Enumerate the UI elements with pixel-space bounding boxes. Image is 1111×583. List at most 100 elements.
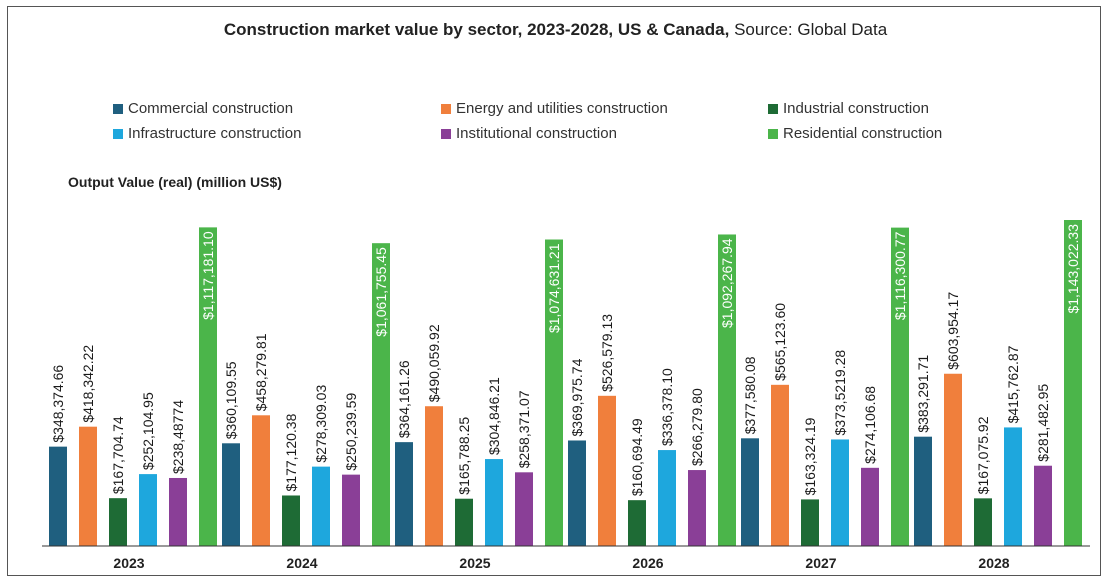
data-label: $364,161.26 xyxy=(396,360,412,438)
legend-item-infrastructure: Infrastructure construction xyxy=(113,125,301,142)
x-tick-label: 2027 xyxy=(805,555,836,571)
bar xyxy=(944,373,962,546)
data-label: $369,975.74 xyxy=(569,358,585,436)
data-label: $1,143,022.33 xyxy=(1065,224,1081,314)
data-label: $167,075.92 xyxy=(975,416,991,494)
data-label: $373,5219.28 xyxy=(832,350,848,436)
x-tick-label: 2025 xyxy=(459,555,490,571)
data-label: $1,074,631.21 xyxy=(546,243,562,333)
data-label: $526,579.13 xyxy=(599,314,615,392)
legend-swatch xyxy=(113,128,123,139)
chart-title-main: Construction market value by sector, 202… xyxy=(223,20,730,39)
data-label: $415,762.87 xyxy=(1005,345,1021,423)
bar xyxy=(568,440,586,546)
bar xyxy=(741,438,759,546)
legend-swatch xyxy=(441,103,451,114)
bar xyxy=(109,498,127,546)
data-label: $603,954.17 xyxy=(945,292,961,370)
data-label: $177,120.38 xyxy=(283,413,299,491)
legend-swatch xyxy=(441,128,451,139)
data-label: $165,788.25 xyxy=(456,417,472,495)
legend-swatch xyxy=(768,103,778,114)
bar xyxy=(974,498,992,546)
data-label: $281,482.95 xyxy=(1035,384,1051,462)
data-label: $258,371.07 xyxy=(516,390,532,468)
bar xyxy=(49,446,67,546)
data-label: $1,116,300.77 xyxy=(892,231,908,320)
x-tick-label: 2024 xyxy=(286,555,317,571)
data-label: $1,061,755.45 xyxy=(373,247,389,337)
bar xyxy=(688,470,706,546)
bar xyxy=(252,415,270,546)
y-axis-label: Output Value (real) (million US$) xyxy=(68,174,282,190)
data-label: $266,279.80 xyxy=(689,388,705,466)
bar xyxy=(861,467,879,546)
bar xyxy=(771,384,789,546)
data-label: $1,117,181.10 xyxy=(200,231,216,320)
data-label: $490,059.92 xyxy=(426,324,442,402)
bar xyxy=(658,450,676,546)
data-label: $1,092,267.94 xyxy=(719,238,735,328)
x-tick-label: 2026 xyxy=(632,555,663,571)
data-label: $360,109.55 xyxy=(223,361,239,439)
data-label: $160,694.49 xyxy=(629,418,645,496)
bar xyxy=(342,474,360,546)
legend-label: Infrastructure construction xyxy=(128,125,302,142)
bar xyxy=(515,472,533,546)
bar xyxy=(222,443,240,546)
bar xyxy=(891,227,909,546)
bar xyxy=(455,498,473,546)
data-label: $458,279.81 xyxy=(253,333,269,411)
data-label: $383,291.71 xyxy=(915,355,931,433)
data-label: $278,309.03 xyxy=(313,385,329,463)
bar xyxy=(372,243,390,546)
data-label: $418,342.22 xyxy=(80,345,96,423)
bar xyxy=(79,426,97,546)
bar xyxy=(1064,220,1082,546)
legend-item-energy: Energy and utilities construction xyxy=(441,100,668,117)
legend-item-industrial: Industrial construction xyxy=(768,100,929,117)
legend-item-commercial: Commercial construction xyxy=(113,100,293,117)
data-label: $274,106.68 xyxy=(862,386,878,464)
bar xyxy=(199,227,217,546)
legend-label: Industrial construction xyxy=(783,100,929,117)
legend-label: Residential construction xyxy=(783,125,943,142)
legend-swatch xyxy=(768,128,778,139)
legend-swatch xyxy=(113,103,123,114)
bar xyxy=(1004,427,1022,546)
bar xyxy=(801,499,819,546)
legend-label: Energy and utilities construction xyxy=(456,100,668,117)
bar xyxy=(1034,465,1052,546)
legend-label: Institutional construction xyxy=(456,125,617,142)
data-label: $377,580.08 xyxy=(742,356,758,434)
chart-title: Construction market value by sector, 202… xyxy=(0,20,1111,40)
data-label: $565,123.60 xyxy=(772,303,788,381)
data-label: $238,48774 xyxy=(170,400,186,474)
bar xyxy=(545,239,563,547)
data-label: $163,324.19 xyxy=(802,417,818,495)
bar xyxy=(169,477,187,546)
bar xyxy=(628,500,646,546)
bar xyxy=(718,234,736,547)
bar xyxy=(312,466,330,546)
bar xyxy=(914,436,932,546)
data-label: $348,374.66 xyxy=(50,365,66,443)
x-tick-label: 2023 xyxy=(113,555,144,571)
legend-item-institutional: Institutional construction xyxy=(441,125,617,142)
bar xyxy=(598,395,616,546)
data-label: $336,378.10 xyxy=(659,368,675,446)
data-label: $304,846.21 xyxy=(486,377,502,455)
bar xyxy=(395,442,413,546)
chart-frame xyxy=(7,6,1101,576)
legend: Commercial construction Energy and utili… xyxy=(0,0,1111,160)
legend-item-residential: Residential construction xyxy=(768,125,942,142)
data-label: $252,104.95 xyxy=(140,392,156,470)
bar xyxy=(831,439,849,546)
legend-label: Commercial construction xyxy=(128,100,294,117)
bar xyxy=(282,495,300,546)
bar xyxy=(485,459,503,546)
data-label: $250,239.59 xyxy=(343,393,359,471)
data-label: $167,704.74 xyxy=(110,416,126,494)
bar xyxy=(139,474,157,546)
